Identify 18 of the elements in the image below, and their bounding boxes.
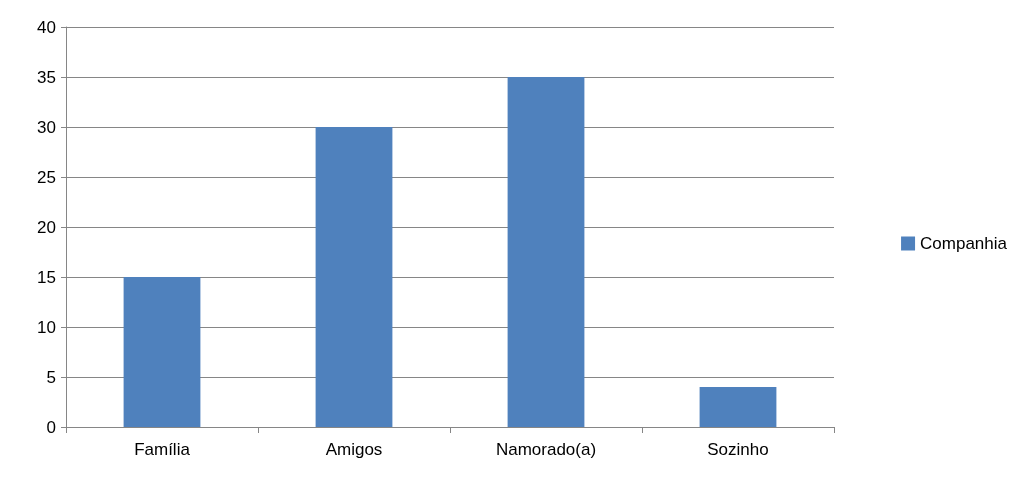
y-tick-label: 5: [46, 367, 56, 387]
y-tick-label: 30: [37, 117, 56, 137]
y-tick-label: 25: [37, 167, 56, 187]
x-tick-label: Amigos: [325, 440, 383, 459]
x-tick-label: Família: [134, 440, 191, 459]
bar: [699, 387, 777, 427]
y-tick-label: 35: [37, 67, 56, 87]
x-tick-label: Namorado(a): [495, 440, 597, 459]
y-tick-label: 20: [37, 217, 56, 237]
x-tick-label: Sozinho: [707, 440, 769, 459]
y-tick-label: 40: [37, 17, 56, 37]
bar: [123, 277, 201, 427]
y-tick-label: 10: [37, 317, 56, 337]
y-tick-label: 15: [37, 267, 56, 287]
y-tick-label: 0: [46, 417, 56, 437]
bar: [507, 77, 585, 427]
bar: [315, 127, 393, 427]
legend-label: Companhia: [920, 234, 1008, 253]
